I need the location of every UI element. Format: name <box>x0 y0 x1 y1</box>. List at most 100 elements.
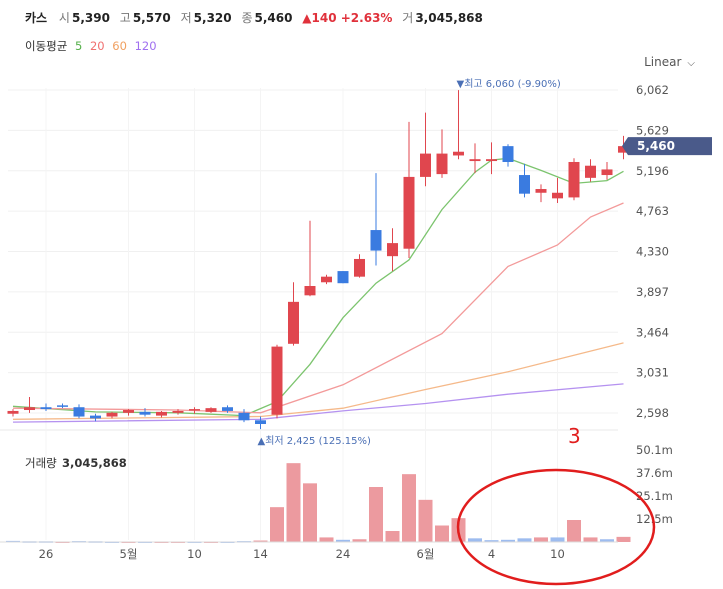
volume-y-tick-label: 37.6m <box>636 466 673 480</box>
candle-body <box>172 410 184 413</box>
candle-body <box>7 410 19 414</box>
ma-legend-5[interactable]: 5 <box>74 39 83 53</box>
volume-bar <box>369 487 383 542</box>
candle-body <box>387 243 398 257</box>
ma120-line <box>12 383 624 423</box>
volume-title-value: 3,045,868 <box>62 456 127 470</box>
candle-body <box>222 407 233 411</box>
y-tick-label: 4,763 <box>636 204 669 218</box>
candle-body <box>321 276 332 283</box>
candle-body <box>519 175 530 194</box>
candle-body <box>156 411 167 416</box>
close-label: 종 <box>241 11 253 25</box>
ma-legend: 이동평균 5 20 60 120 <box>25 38 161 54</box>
candle-body <box>585 165 596 178</box>
volume-bar <box>567 520 581 542</box>
y-tick-label: 4,330 <box>636 245 669 259</box>
candle-body <box>189 409 200 411</box>
volume-bar <box>550 537 565 542</box>
stock-name: 카스 <box>25 11 48 25</box>
ma60-line <box>12 342 624 420</box>
x-tick-label: 26 <box>39 547 54 561</box>
candle-body <box>420 153 431 177</box>
current-price-tag <box>622 137 712 156</box>
candle-body <box>469 159 481 162</box>
candle-body <box>304 286 316 296</box>
min-price-marker: ▲최저 2,425 (125.15%) <box>258 435 371 447</box>
volume-y-tick-label: 50.1m <box>636 443 673 457</box>
low-label: 저 <box>180 11 192 25</box>
candle-body <box>354 258 365 277</box>
ma20-line <box>12 202 624 414</box>
annotation-ellipse <box>456 468 656 586</box>
ma-legend-60[interactable]: 60 <box>112 39 127 53</box>
ma-legend-120[interactable]: 120 <box>134 39 157 53</box>
candle-body <box>255 420 266 425</box>
volume-bar <box>385 531 400 542</box>
volume-bar <box>319 537 334 542</box>
high-label: 고 <box>119 11 131 25</box>
volume-bar <box>583 537 598 542</box>
candle-body <box>552 192 563 199</box>
open-label: 시 <box>58 11 70 25</box>
annotation-number: 3 <box>568 424 581 448</box>
max-price-marker: ▼최고 6,060 (-9.90%) <box>457 78 561 90</box>
candle-body <box>486 159 497 162</box>
candle-body <box>123 410 134 413</box>
scale-selector-label: Linear <box>644 55 682 69</box>
close-value: 5,460 <box>254 11 293 25</box>
candle-body <box>40 407 52 410</box>
y-tick-label: 5,629 <box>636 123 669 137</box>
volume-title: 거래량 <box>25 456 57 470</box>
scale-selector[interactable]: Linear ⌵ <box>644 55 695 69</box>
volume-bar <box>286 463 301 542</box>
candle-body <box>139 411 151 415</box>
candle-body <box>568 161 580 198</box>
volume-bar <box>336 539 350 542</box>
volume-bar <box>352 539 367 542</box>
volume-bar <box>468 538 482 542</box>
x-tick-label: 10 <box>187 547 202 561</box>
candle-body <box>24 407 35 411</box>
x-tick-label: 24 <box>336 547 351 561</box>
volume-bar <box>501 539 515 542</box>
volume-bar <box>270 507 284 542</box>
volume-bar <box>534 537 548 542</box>
candle-body <box>436 153 448 175</box>
y-tick-label: 6,062 <box>636 83 669 97</box>
low-value: 5,320 <box>193 11 232 25</box>
volume-bar <box>616 536 631 542</box>
ma5-line <box>12 157 624 417</box>
candle-body <box>502 146 514 162</box>
volume-y-tick-label: 12.5m <box>636 512 673 526</box>
volume-value: 3,045,868 <box>415 11 483 25</box>
candle-body <box>73 407 85 417</box>
candle-body <box>453 151 464 156</box>
candle-body <box>238 412 250 421</box>
ma-legend-20[interactable]: 20 <box>89 39 105 53</box>
volume-bar <box>303 483 317 542</box>
chevron-down-icon: ⌵ <box>687 58 695 69</box>
volume-bar <box>600 539 614 542</box>
high-value: 5,570 <box>132 11 171 25</box>
volume-bar <box>484 540 499 542</box>
candle-body <box>57 405 68 407</box>
candle-body <box>106 412 118 417</box>
x-tick-label: 4 <box>488 547 495 561</box>
candle-body <box>90 415 101 419</box>
candle-body <box>601 169 613 176</box>
y-tick-label: 3,464 <box>636 325 669 339</box>
price-header: 카스 시 5,390 고 5,570 저 5,320 종 5,460 ▲140 +2.6… <box>25 9 489 26</box>
candle-body <box>618 146 629 153</box>
x-tick-label: 10 <box>550 547 565 561</box>
open-value: 5,390 <box>71 11 110 25</box>
volume-label: 거 <box>402 11 414 25</box>
candle-body <box>288 301 299 344</box>
candle-body <box>205 408 217 412</box>
candle-body <box>370 230 382 251</box>
y-tick-label: 3,897 <box>636 285 669 299</box>
y-tick-label: 5,196 <box>636 164 669 178</box>
volume-y-tick-label: 25.1m <box>636 489 673 503</box>
volume-bar <box>253 540 268 543</box>
